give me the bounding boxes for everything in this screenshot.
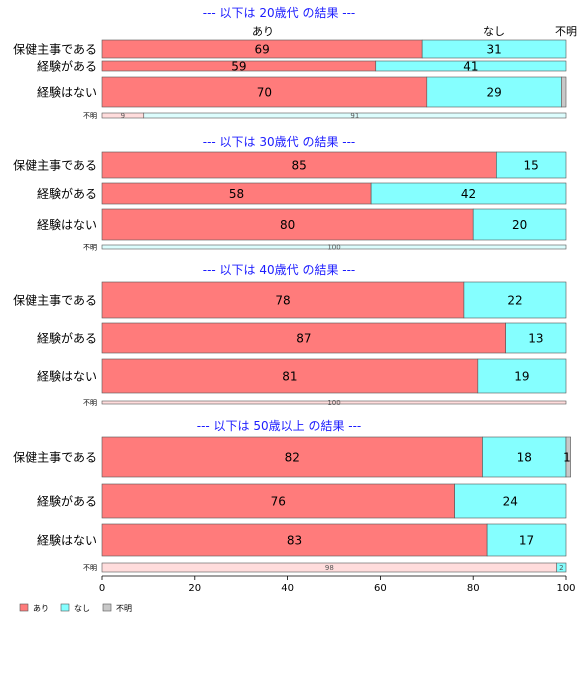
bar-segment-no	[454, 483, 567, 519]
bar-segment-no	[482, 436, 567, 478]
bar-segment-yes	[101, 483, 455, 519]
row-label: 経験がある	[37, 58, 97, 73]
bar-segment-unknown	[565, 436, 571, 478]
bar-segment-no	[486, 523, 567, 557]
bar-segment-yes	[101, 436, 483, 478]
data-label: 24	[503, 494, 518, 508]
legend-swatch	[19, 603, 29, 612]
data-label: 87	[296, 331, 311, 345]
data-label: 22	[507, 293, 522, 307]
row-label: 保健主事である	[13, 450, 97, 464]
x-tick-label: 80	[467, 583, 480, 594]
data-label: 85	[292, 158, 307, 172]
data-label: 80	[280, 218, 295, 232]
bar-segment-no	[505, 322, 567, 354]
row-label: 経験がある	[37, 493, 97, 508]
row-label: 不明	[83, 112, 97, 120]
bar-segment-no	[477, 358, 567, 394]
x-tick-label: 40	[281, 583, 294, 594]
bar-segment-yes	[101, 400, 567, 405]
bar-segment-yes	[101, 281, 465, 319]
row-label: 保健主事である	[13, 42, 97, 56]
row-label: 経験はない	[37, 217, 97, 232]
data-label: 41	[463, 59, 478, 73]
row-label: 経験はない	[37, 368, 97, 383]
data-label: 82	[285, 450, 300, 464]
bar-segment-no	[496, 151, 567, 179]
bar-segment-yes	[101, 523, 488, 557]
bar-segment-unknown	[561, 76, 567, 108]
data-label: 76	[271, 494, 286, 508]
row-label: 経験がある	[37, 186, 97, 201]
bar-segment-yes	[101, 208, 474, 241]
data-label: 98	[325, 564, 334, 572]
column-header: なし	[483, 25, 505, 38]
x-tick-label: 100	[556, 583, 575, 594]
panel-title: --- 以下は 50歳以上 の結果 ---	[197, 419, 362, 433]
data-label: 78	[275, 293, 290, 307]
data-label: 100	[327, 244, 340, 252]
row-label: 経験はない	[37, 84, 97, 99]
data-label: 9	[121, 112, 125, 120]
data-label: 19	[514, 369, 529, 383]
row-label: 不明	[83, 564, 97, 572]
bar-segment-no	[101, 244, 567, 250]
data-label: 83	[287, 533, 302, 547]
data-label: 18	[517, 450, 532, 464]
bar-segment-no	[426, 76, 562, 108]
data-label: 91	[350, 112, 359, 120]
legend-label: なし	[74, 604, 90, 613]
legend-swatch	[102, 603, 112, 612]
legend-label: 不明	[116, 604, 132, 613]
bar-segment-no	[370, 182, 567, 205]
data-label: 13	[528, 331, 543, 345]
legend-swatch	[60, 603, 70, 612]
panel-title: --- 以下は 20歳代 の結果 ---	[203, 6, 356, 20]
x-tick-label: 60	[374, 583, 387, 594]
data-label: 59	[231, 59, 246, 73]
column-header: あり	[252, 25, 274, 38]
panel-title: --- 以下は 30歳代 の結果 ---	[203, 135, 356, 149]
row-label: 保健主事である	[13, 293, 97, 307]
x-tick-label: 20	[188, 583, 201, 594]
bar-segment-no	[421, 39, 567, 59]
row-label: 経験はない	[37, 532, 97, 547]
bar-segment-yes	[101, 151, 497, 179]
data-label: 100	[327, 399, 340, 407]
data-label: 58	[229, 187, 244, 201]
bar-segment-no	[375, 60, 567, 72]
data-label: 31	[486, 42, 501, 56]
panel-title: --- 以下は 40歳代 の結果 ---	[203, 263, 356, 277]
bar-segment-no	[556, 562, 567, 573]
data-label: 20	[512, 218, 527, 232]
legend-label: あり	[33, 604, 49, 613]
row-label: 不明	[83, 244, 97, 252]
bar-segment-no	[463, 281, 567, 319]
data-label: 1	[563, 450, 571, 464]
x-tick-label: 0	[99, 583, 105, 594]
data-label: 29	[486, 85, 501, 99]
row-label: 保健主事である	[13, 158, 97, 172]
column-header: 不明	[555, 25, 577, 38]
data-label: 2	[559, 564, 563, 572]
bar-segment-no	[472, 208, 567, 241]
bar-segment-yes	[101, 322, 506, 354]
data-label: 69	[254, 42, 269, 56]
data-label: 70	[257, 85, 272, 99]
row-label: 不明	[83, 399, 97, 407]
data-label: 42	[461, 187, 476, 201]
bar-segment-no	[143, 112, 567, 119]
data-label: 15	[524, 158, 539, 172]
data-label: 81	[282, 369, 297, 383]
bar-segment-yes	[101, 358, 479, 394]
bar-segment-yes	[101, 76, 428, 108]
data-label: 17	[519, 533, 534, 547]
row-label: 経験がある	[37, 330, 97, 345]
